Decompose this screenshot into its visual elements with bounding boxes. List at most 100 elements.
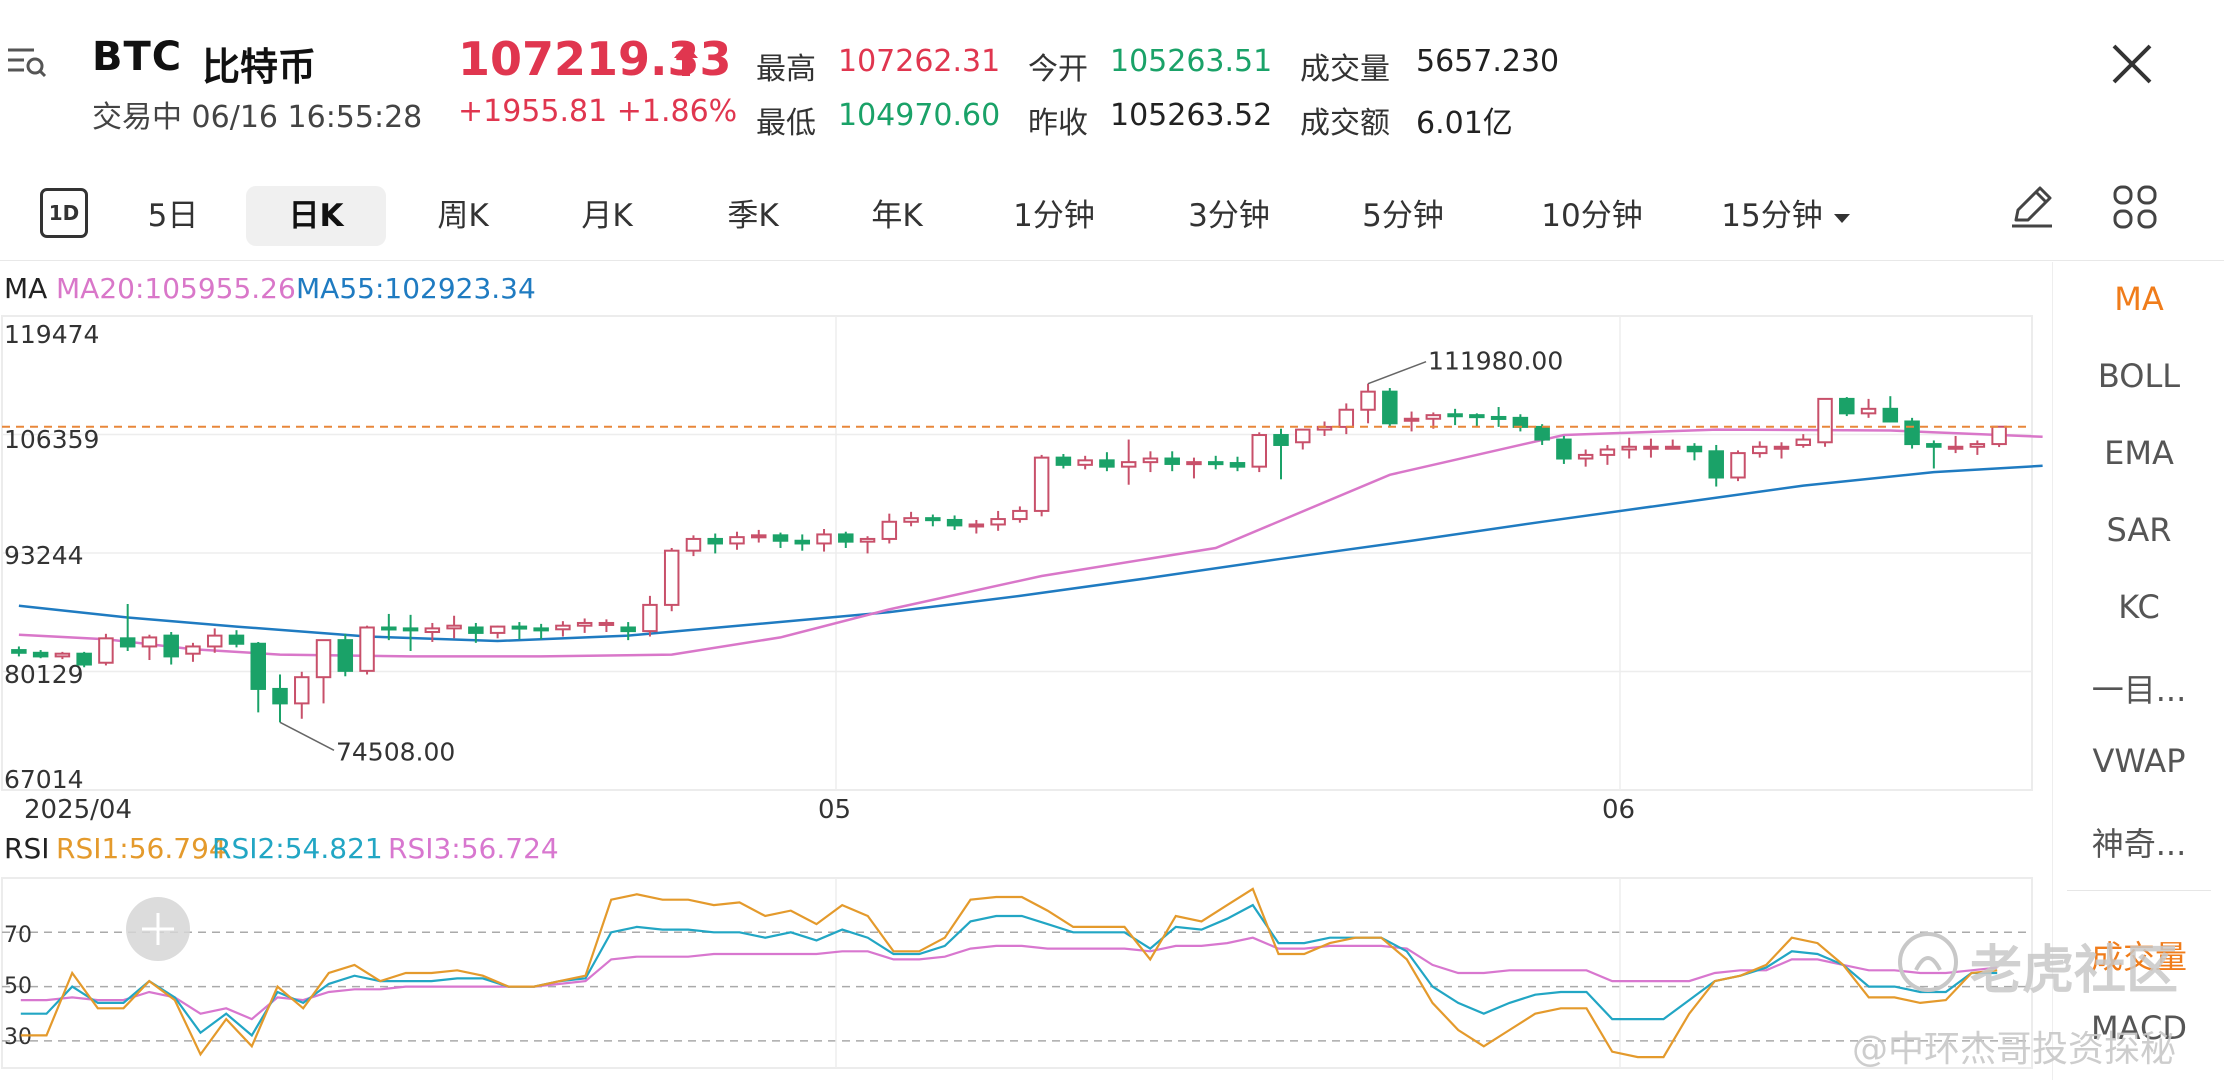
rsi3-line	[20, 936, 1998, 1021]
grid-layout-icon[interactable]	[2110, 182, 2160, 232]
candle	[925, 514, 941, 527]
stat-label-low: 最低	[756, 106, 816, 141]
tab-3-min[interactable]: 3分钟	[1188, 198, 1270, 234]
stat-value-prev-close: 105263.52	[1110, 98, 1273, 133]
tab-quarterly-k[interactable]: 季K	[727, 198, 779, 234]
main-y-axis: 119474 106359 93244 80129 67014	[4, 320, 99, 794]
close-icon[interactable]	[2108, 40, 2156, 88]
rsi2-path	[20, 903, 1998, 1038]
stat-value-low: 104970.60	[838, 98, 1001, 133]
candle-body	[576, 621, 593, 627]
tab-yearly-k[interactable]: 年K	[871, 198, 923, 234]
indicator-ema[interactable]: EMA	[2104, 434, 2174, 472]
indicator-kc[interactable]: KC	[2118, 588, 2160, 626]
candle-body	[424, 627, 441, 634]
indicator-boll[interactable]: BOLL	[2097, 357, 2181, 395]
rsi-y-tick: 70	[4, 923, 32, 948]
ma55-line	[18, 464, 2043, 643]
candle-body	[1142, 457, 1159, 464]
candle	[1164, 451, 1180, 472]
chevron-down-icon[interactable]	[1834, 214, 1850, 223]
candle-body	[402, 627, 419, 632]
tab-10-min[interactable]: 10分钟	[1541, 198, 1643, 234]
stat-label-prev-close: 昨收	[1028, 106, 1088, 141]
candle-body	[163, 634, 179, 658]
candle-body	[1207, 461, 1224, 466]
candle-body	[1403, 417, 1420, 422]
candle	[98, 633, 114, 666]
indicator-sar[interactable]: SAR	[2106, 511, 2172, 549]
indicator-vwap[interactable]: VWAP	[2092, 742, 2186, 780]
stat-label-high: 最高	[756, 52, 816, 87]
candle	[446, 615, 462, 639]
draw-pen-icon[interactable]	[2006, 182, 2056, 232]
candle-body	[663, 549, 680, 606]
candle-body	[1904, 420, 1920, 446]
y-tick-label: 106359	[4, 425, 99, 454]
stat-value-open: 105263.51	[1110, 44, 1273, 79]
candle	[1773, 442, 1790, 459]
indicator-side-panel: MA BOLL EMA SAR KC 一目... VWAP 神奇... 成交量 …	[2052, 262, 2224, 1080]
tab-1-min[interactable]: 1分钟	[1013, 198, 1095, 234]
candle-body	[816, 533, 832, 545]
kline-chart[interactable]: MA MA20:105955.26 MA55:102923.34 119474 …	[0, 262, 2050, 1080]
candle	[1904, 417, 1920, 449]
ma55-legend: MA55:102923.34	[296, 272, 536, 305]
rsi2-line	[20, 903, 1998, 1038]
candle-body	[1077, 459, 1093, 466]
period-tab-bar: 1D 5日 日K 周K 月K 季K 年K 1分钟 3分钟 5分钟 10分钟 15…	[0, 170, 2224, 261]
candle	[1142, 451, 1159, 473]
indicator-ma[interactable]: MA	[2114, 280, 2164, 318]
candle	[141, 634, 158, 661]
tab-daily-k[interactable]: 日K	[246, 186, 386, 246]
candle-body	[98, 637, 114, 664]
menu-icon[interactable]	[4, 40, 48, 84]
indicator-magic[interactable]: 神奇...	[2091, 825, 2187, 863]
candle	[1229, 456, 1246, 472]
candle	[1077, 455, 1093, 470]
candle-body	[1490, 415, 1507, 420]
indicator-ichimoku[interactable]: 一目...	[2091, 671, 2187, 709]
candle	[381, 613, 397, 641]
candle	[1991, 425, 2007, 448]
candle-body	[859, 537, 876, 543]
candle-body	[1447, 413, 1463, 418]
candle	[729, 531, 745, 550]
candle	[54, 651, 71, 660]
candle	[206, 628, 223, 653]
candle-body	[315, 639, 332, 679]
candle-body	[1055, 456, 1072, 466]
symbol-name: 比特币	[202, 45, 317, 89]
candle-body	[1534, 425, 1550, 441]
candle-body	[1730, 452, 1746, 479]
rsi1-path	[20, 887, 1998, 1059]
candle	[1382, 388, 1398, 427]
candle-body	[1664, 445, 1681, 450]
tab-monthly-k[interactable]: 月K	[581, 198, 633, 234]
candle-body	[32, 651, 49, 658]
candle	[1295, 428, 1311, 450]
candle-body	[11, 649, 27, 654]
candle	[1752, 441, 1768, 458]
candle-body	[1012, 509, 1028, 521]
candle-body	[1229, 462, 1246, 468]
indicator-volume[interactable]: 成交量	[2090, 938, 2187, 976]
tab-15-min[interactable]: 15分钟	[1721, 198, 1823, 234]
tab-weekly-k[interactable]: 周K	[437, 198, 489, 234]
candle-body	[946, 518, 963, 527]
rsi-y-tick: 50	[4, 974, 32, 999]
candle	[663, 547, 680, 612]
candle-body	[272, 687, 288, 705]
candle-body	[555, 624, 571, 631]
candle-body	[54, 652, 71, 658]
candle	[1817, 397, 1833, 447]
calendar-1d-icon[interactable]: 1D	[40, 188, 88, 238]
tab-5-min[interactable]: 5分钟	[1362, 198, 1444, 234]
candle-body	[903, 517, 919, 523]
tab-5-day[interactable]: 5日	[147, 198, 199, 234]
candle	[1730, 450, 1746, 482]
candle	[1882, 396, 1899, 423]
candle	[642, 595, 658, 637]
stat-value-high: 107262.31	[838, 44, 1001, 79]
indicator-macd[interactable]: MACD	[2091, 1009, 2187, 1047]
